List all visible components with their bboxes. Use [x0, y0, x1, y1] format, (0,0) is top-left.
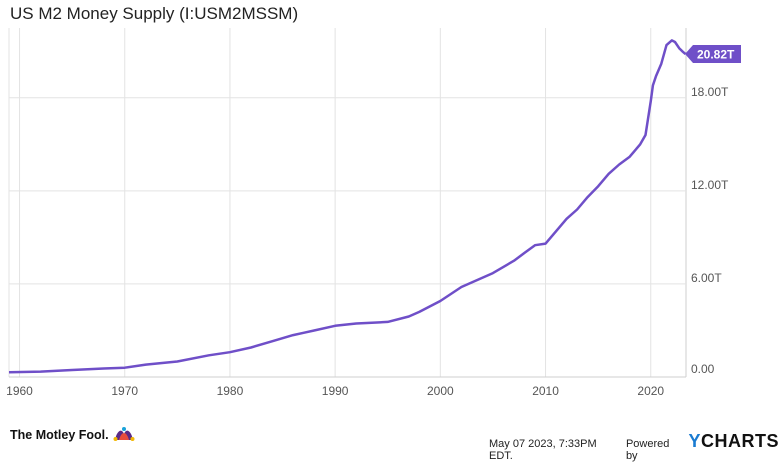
- jester-hat-icon: [113, 427, 135, 441]
- x-tick-label: 2010: [532, 384, 559, 398]
- series-line: [8, 39, 687, 374]
- x-tick-label: 2020: [637, 384, 664, 398]
- axes: 1960 1970 1980 1990 2000 2010 2020 0.00 6.00T 12.…: [6, 85, 729, 398]
- last-value-badge: 20.82T: [685, 45, 741, 64]
- ycharts-logo-rest: CHARTS: [701, 431, 779, 451]
- y-tick-label: 0.00: [691, 362, 715, 376]
- last-value-badge-shape: [685, 45, 741, 64]
- footer-meta: May 07 2023, 7:33PM EDT. Powered by YCHA…: [489, 431, 779, 462]
- x-tick-label: 1980: [217, 384, 244, 398]
- ycharts-logo-y: Y: [688, 431, 701, 451]
- x-tick-label: 1960: [6, 384, 33, 398]
- series: [8, 39, 687, 374]
- grid: [8, 28, 687, 378]
- x-tick-label: 2000: [427, 384, 454, 398]
- timestamp: May 07 2023, 7:33PM EDT.: [489, 438, 597, 462]
- powered-by-text: Powered by: [625, 438, 670, 462]
- line-chart: 1960 1970 1980 1990 2000 2010 2020 0.00 6.00T 12.…: [6, 28, 741, 398]
- motley-fool-logo: The Motley Fool.: [10, 424, 135, 446]
- ycharts-logo: YCHARTS: [688, 431, 779, 452]
- last-value-label: 20.82T: [697, 48, 735, 62]
- brand-text: The Motley Fool.: [10, 428, 109, 442]
- y-tick-label: 18.00T: [691, 85, 729, 99]
- x-tick-label: 1970: [111, 384, 138, 398]
- chart-title: US M2 Money Supply (I:USM2MSSM): [10, 4, 299, 23]
- y-tick-label: 12.00T: [691, 178, 729, 192]
- x-tick-label: 1990: [322, 384, 349, 398]
- y-tick-label: 6.00T: [691, 271, 722, 285]
